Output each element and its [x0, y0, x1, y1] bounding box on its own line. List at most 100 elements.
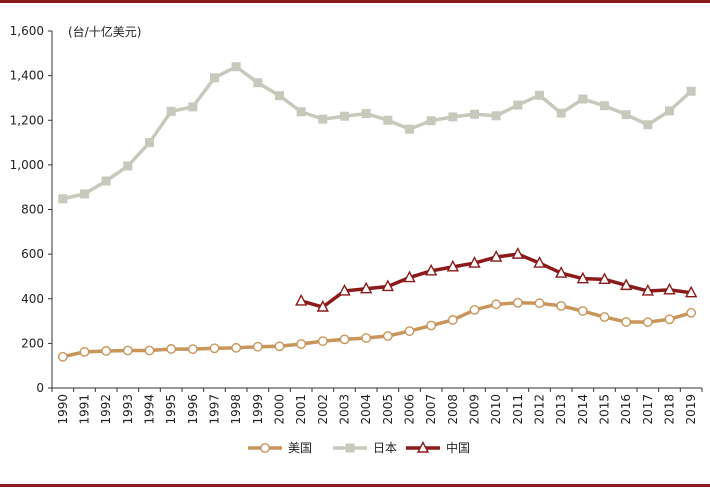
data-point	[317, 336, 328, 347]
y-axis-ticks: 0 200 400 600 800 1,000 1,200 1,400 1,600	[10, 24, 52, 395]
data-point	[491, 111, 501, 121]
x-tick-label: 1995	[164, 394, 178, 425]
data-point	[621, 110, 631, 120]
data-point	[664, 314, 675, 325]
data-point	[641, 283, 654, 296]
x-tick-label: 1990	[56, 394, 70, 425]
data-point	[535, 90, 544, 100]
x-tick-label: 2002	[316, 394, 330, 425]
y-tick-label: 1,200	[10, 113, 44, 127]
series-layer	[57, 62, 698, 362]
axes	[51, 31, 702, 389]
data-point	[685, 285, 698, 298]
data-point	[513, 100, 523, 110]
data-point	[512, 297, 523, 308]
data-point	[448, 112, 458, 122]
data-point	[405, 124, 414, 134]
data-point	[295, 293, 308, 306]
legend-swatch-marker	[260, 443, 270, 453]
x-axis-ticks: 1990 1991 1992 1993 1994 1995 1996 1997 1998 1999…	[51, 388, 703, 425]
x-tick-label: 2009	[468, 394, 482, 425]
y-tick-label: 800	[21, 203, 44, 217]
data-point	[316, 300, 329, 312]
data-point	[426, 320, 437, 331]
x-tick-label: 1996	[186, 394, 200, 425]
y-tick-label: 1,400	[10, 69, 44, 83]
x-tick-label: 2008	[446, 394, 460, 425]
data-point	[598, 272, 611, 285]
x-tick-label: 1999	[251, 394, 265, 425]
legend-item: 美国	[248, 441, 312, 455]
legend: 美国 日本 中国	[248, 440, 470, 455]
y-tick-label: 1,600	[10, 24, 44, 38]
data-point	[490, 250, 503, 262]
legend-label: 日本	[373, 441, 397, 455]
data-point	[166, 344, 177, 354]
data-point	[253, 78, 263, 88]
data-point	[231, 342, 242, 353]
data-point	[210, 73, 219, 83]
data-point	[231, 62, 241, 72]
data-point	[122, 345, 133, 356]
data-point	[275, 91, 284, 101]
data-point	[599, 312, 610, 322]
data-point	[383, 115, 393, 125]
data-point	[600, 101, 609, 111]
y-tick-label: 0	[36, 381, 44, 395]
bottom-border	[0, 484, 710, 487]
x-tick-label: 2005	[381, 394, 395, 425]
x-tick-label: 1991	[78, 394, 92, 425]
x-tick-label: 1992	[99, 394, 113, 425]
data-point	[123, 161, 133, 171]
series-line	[62, 64, 693, 201]
x-tick-label: 2010	[489, 394, 503, 425]
x-tick-label: 2000	[273, 394, 287, 425]
data-point	[620, 278, 633, 291]
data-point	[338, 283, 351, 296]
x-tick-label: 2004	[359, 394, 373, 425]
data-point	[79, 346, 90, 357]
data-point	[403, 270, 416, 283]
x-tick-label: 1994	[143, 394, 157, 425]
data-point	[446, 259, 459, 272]
data-point	[188, 102, 198, 112]
unit-label: (台/十亿美元)	[68, 24, 141, 39]
x-tick-label: 2016	[619, 394, 633, 425]
data-point	[491, 299, 502, 310]
data-point	[252, 341, 263, 352]
data-point	[643, 120, 653, 130]
y-tick-label: 200	[21, 336, 44, 350]
data-point	[556, 300, 567, 311]
data-point	[57, 351, 68, 362]
data-point	[101, 346, 112, 356]
data-point	[145, 138, 154, 148]
data-point	[296, 339, 307, 349]
data-point	[361, 109, 371, 119]
x-tick-label: 2018	[663, 394, 677, 425]
data-point	[426, 116, 436, 126]
series-line	[300, 252, 692, 309]
data-point	[361, 333, 372, 343]
data-point	[340, 111, 349, 121]
y-tick-label: 400	[21, 292, 44, 306]
data-point	[425, 263, 438, 276]
data-point	[209, 343, 220, 354]
x-tick-label: 2014	[576, 394, 590, 425]
data-point	[318, 114, 328, 124]
data-point	[468, 256, 481, 268]
data-point	[663, 282, 676, 295]
data-point	[404, 326, 415, 337]
series-triangle	[295, 247, 698, 312]
x-tick-label: 2012	[533, 394, 547, 425]
legend-label: 中国	[446, 440, 470, 455]
data-point	[469, 305, 480, 315]
x-tick-label: 2015	[598, 394, 612, 425]
y-tick-label: 600	[21, 247, 44, 261]
data-point	[534, 298, 545, 309]
data-point	[360, 281, 373, 294]
series-circle	[57, 297, 697, 362]
data-point	[642, 317, 653, 328]
legend-label: 美国	[288, 441, 312, 455]
data-point	[665, 106, 674, 116]
